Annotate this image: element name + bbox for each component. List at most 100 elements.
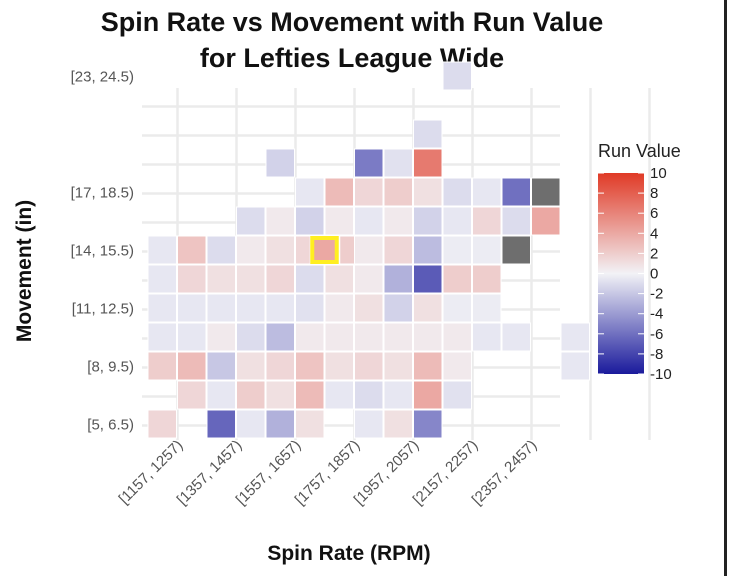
y-tick-label: [23, 24.5) (71, 69, 134, 86)
heatmap-cell (147, 409, 177, 439)
heatmap-cell (354, 264, 384, 294)
heatmap-cell (413, 119, 443, 149)
heatmap-cell (147, 351, 177, 381)
heatmap-cell (383, 351, 413, 381)
legend-tick-label: -8 (650, 346, 663, 363)
heatmap-cell (354, 206, 384, 236)
y-tick-label: [17, 18.5) (71, 185, 134, 202)
heatmap-cell (147, 322, 177, 352)
highlighted-cell-outline (310, 236, 339, 264)
heatmap-cell (236, 409, 266, 439)
heatmap-cell (206, 235, 236, 265)
x-tick-labels: [1157, 1257)[1357, 1457)[1557, 1657)[175… (116, 437, 541, 509)
heatmap-cell (413, 322, 443, 352)
heatmap-cell (324, 264, 354, 294)
heatmap-cell (265, 322, 295, 352)
heatmap-cell (560, 351, 590, 381)
y-tick-label: [11, 12.5) (72, 301, 134, 318)
heatmap-cell (236, 293, 266, 323)
heatmap-cell (354, 235, 384, 265)
heatmap-cell (324, 322, 354, 352)
heatmap-cell (383, 148, 413, 178)
heatmap-cell (206, 409, 236, 439)
heatmap-cell (265, 409, 295, 439)
heatmap-cell (309, 235, 340, 265)
heatmap-cell (501, 235, 531, 265)
legend-tick-label: -10 (650, 366, 672, 383)
legend-tick-label: 0 (650, 266, 658, 283)
heatmap-cell (265, 235, 295, 265)
heatmap-cell (265, 148, 295, 178)
heatmap-cell (236, 235, 266, 265)
legend-tick-label: 6 (650, 205, 658, 222)
heatmap-cell (413, 264, 443, 294)
heatmap-cell (442, 351, 472, 381)
heatmap-cell (442, 235, 472, 265)
legend-tick-label: -2 (650, 286, 663, 303)
heatmap-cell (501, 322, 531, 352)
heatmap-cell (206, 322, 236, 352)
heatmap-cell (472, 264, 502, 294)
heatmap-cell (442, 293, 472, 323)
heatmap-cell (472, 206, 502, 236)
legend-tick-label: -6 (650, 326, 663, 343)
heatmap-cell (413, 148, 443, 178)
heatmap-cell (147, 264, 177, 294)
heatmap-cell (472, 322, 502, 352)
heatmap-cell (531, 206, 561, 236)
heatmap-cell (383, 206, 413, 236)
legend-tick-label: 8 (650, 185, 658, 202)
heatmap-cell (324, 293, 354, 323)
heatmap-cell (413, 293, 443, 323)
heatmap-cell (354, 148, 384, 178)
x-axis-title: Spin Rate (RPM) (267, 542, 430, 565)
heatmap-cell (383, 264, 413, 294)
heatmap-cell (442, 177, 472, 207)
heatmap-cell (413, 351, 443, 381)
heatmap-cell (354, 351, 384, 381)
heatmap-cell (236, 351, 266, 381)
heatmap-cell (383, 293, 413, 323)
heatmap-cell (295, 264, 325, 294)
heatmap-cell (177, 235, 207, 265)
heatmap-cell (295, 351, 325, 381)
heatmap-cell (413, 235, 443, 265)
heatmap-cell (324, 206, 354, 236)
legend-title: Run Value (598, 141, 681, 161)
heatmap-cell (354, 380, 384, 410)
heatmap-cell (236, 322, 266, 352)
heatmap-cell (236, 380, 266, 410)
heatmap-cell (472, 235, 502, 265)
heatmap-cell (265, 206, 295, 236)
heatmap-cell (236, 264, 266, 294)
heatmap-cell (324, 380, 354, 410)
heatmap-cells (147, 61, 590, 439)
heatmap-cell (324, 177, 354, 207)
heatmap-cell (295, 409, 325, 439)
legend-tick-label: -4 (650, 306, 663, 323)
heatmap-cell (295, 293, 325, 323)
heatmap-cell (442, 264, 472, 294)
heatmap-cell (383, 235, 413, 265)
heatmap-cell (413, 409, 443, 439)
y-tick-label: [14, 15.5) (71, 243, 134, 260)
y-tick-label: [5, 6.5) (87, 417, 134, 434)
heatmap-cell (295, 206, 325, 236)
heatmap-cell (442, 322, 472, 352)
heatmap-cell (295, 380, 325, 410)
heatmap-cell (265, 293, 295, 323)
heatmap-cell (383, 380, 413, 410)
heatmap-cell (206, 380, 236, 410)
heatmap-cell (295, 177, 325, 207)
legend-ticks: 10 8 6 4 2 0 -2 -4 -6 -8 -10 (598, 165, 672, 383)
heatmap-cell (501, 206, 531, 236)
heatmap-cell (383, 177, 413, 207)
color-legend: Run Value 10 8 6 4 2 0 -2 -4 -6 -8 -10 (598, 141, 681, 383)
heatmap-cell (442, 380, 472, 410)
heatmap-cell (413, 206, 443, 236)
heatmap-cell (354, 177, 384, 207)
legend-tick-label: 2 (650, 245, 658, 262)
heatmap-cell (147, 293, 177, 323)
chart-title-line-1: Spin Rate vs Movement with Run Value (101, 7, 604, 37)
